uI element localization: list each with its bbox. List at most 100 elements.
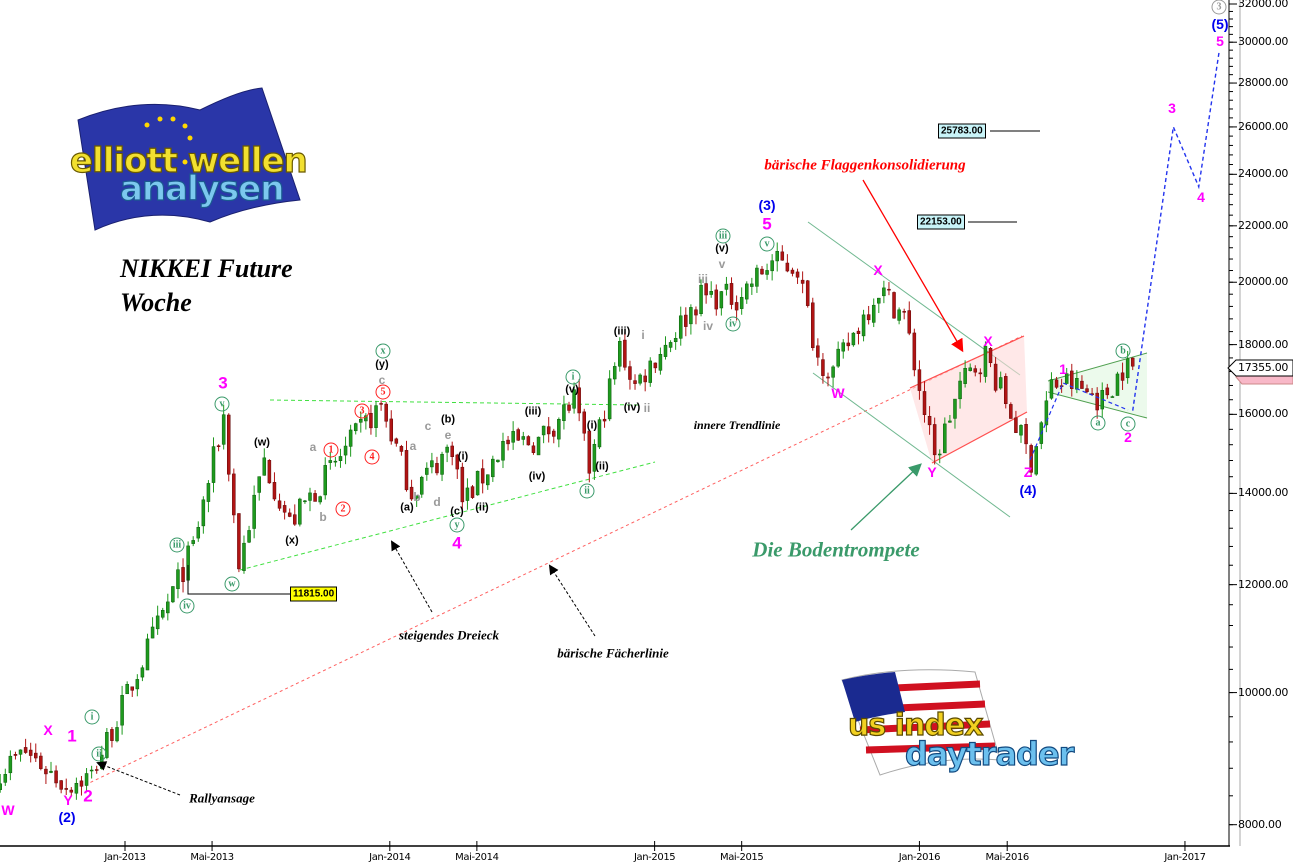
candle xyxy=(612,366,617,380)
candle xyxy=(1009,404,1013,419)
candle xyxy=(135,679,140,690)
candle xyxy=(445,446,449,453)
candle xyxy=(1085,388,1089,392)
candle xyxy=(1049,379,1054,399)
candle xyxy=(94,769,99,771)
candle xyxy=(287,512,292,517)
x-tick-label: Jan-2015 xyxy=(633,852,676,863)
candle xyxy=(409,486,414,500)
candle xyxy=(120,695,124,726)
candle xyxy=(892,292,896,319)
candle xyxy=(196,527,201,539)
candle xyxy=(673,338,678,343)
candle xyxy=(414,495,419,499)
candle xyxy=(709,291,713,295)
candle xyxy=(465,487,470,501)
candle xyxy=(506,439,510,445)
candle xyxy=(795,271,800,278)
candle xyxy=(1120,372,1125,381)
candle xyxy=(486,474,490,486)
candle xyxy=(831,366,835,378)
circled-wave-label: b xyxy=(1115,343,1131,359)
candle xyxy=(1019,425,1023,436)
candle xyxy=(597,419,602,448)
candle xyxy=(470,486,475,498)
candle xyxy=(633,380,637,384)
last-price-label: 17355.00 xyxy=(1238,361,1289,374)
wave-label: (x) xyxy=(285,534,299,547)
wave-label: 3 xyxy=(218,373,228,393)
candle xyxy=(785,262,790,272)
candle xyxy=(1054,379,1059,388)
candle xyxy=(262,457,267,476)
candle xyxy=(359,418,363,423)
wave-label: 5 xyxy=(375,383,391,400)
level-11815-line xyxy=(187,565,290,595)
candle xyxy=(1014,417,1018,433)
x-tick-label: Jan-2014 xyxy=(369,852,411,863)
wave-label: w xyxy=(224,575,240,592)
candle xyxy=(521,436,526,440)
candle xyxy=(958,380,962,400)
candle xyxy=(648,360,653,383)
candle xyxy=(247,530,251,543)
candle xyxy=(724,283,729,290)
wave-label: i xyxy=(565,368,581,385)
candle xyxy=(216,445,221,447)
wave-label: iii xyxy=(715,227,731,244)
wave-label: 1 xyxy=(323,441,339,458)
candle xyxy=(729,283,734,305)
wave-label: (b) xyxy=(440,413,456,426)
candle xyxy=(516,429,520,441)
candle xyxy=(298,498,302,525)
candle xyxy=(668,342,673,348)
candle xyxy=(252,494,256,529)
candle xyxy=(912,332,917,371)
wave-label: (ii) xyxy=(475,501,489,514)
candle xyxy=(348,429,353,447)
wave-label: Y xyxy=(927,464,937,480)
candle xyxy=(191,540,195,544)
candle xyxy=(389,418,394,442)
candle xyxy=(567,404,571,411)
x-tick-label: Jan-2016 xyxy=(898,852,941,863)
wave-label: iv xyxy=(725,315,741,332)
candle xyxy=(932,424,937,456)
candle xyxy=(1070,370,1074,389)
candle xyxy=(181,567,185,583)
wave-label: (c) xyxy=(450,505,464,518)
annotation-bottom-trumpet: Die Bodentrompete xyxy=(752,537,920,562)
wave-label: v xyxy=(214,395,230,412)
candle xyxy=(399,446,404,452)
candle xyxy=(115,727,119,742)
annotation-rally: Rallyansage xyxy=(189,790,255,806)
channel-lower-line xyxy=(812,372,1011,518)
candle xyxy=(1024,424,1028,445)
fan-arrow xyxy=(548,564,596,637)
price-level-label: 22153.00 xyxy=(917,214,965,230)
candle xyxy=(171,586,175,603)
wave-label: (3) xyxy=(758,197,776,213)
candle xyxy=(602,418,607,422)
candle xyxy=(790,269,795,274)
wave-label: a xyxy=(1090,414,1106,431)
candle xyxy=(973,368,978,373)
candle xyxy=(841,342,845,352)
rally-arrow xyxy=(96,761,181,796)
wave-label: W xyxy=(831,385,845,401)
wave-label: (iii) xyxy=(524,405,542,418)
x-tick-label: Jan-2017 xyxy=(1164,852,1206,863)
wave-label: 5 xyxy=(1216,33,1224,49)
wave-label: c xyxy=(378,373,386,387)
candle xyxy=(44,768,48,775)
triangle-arrow xyxy=(391,540,433,613)
candle xyxy=(338,456,343,461)
circled-wave-label: i xyxy=(565,369,581,385)
candle xyxy=(541,425,546,436)
candle xyxy=(242,542,246,571)
wave-label: b xyxy=(319,510,327,524)
candle xyxy=(719,291,724,309)
candle xyxy=(23,747,28,753)
candle xyxy=(211,446,216,483)
candle xyxy=(501,441,505,461)
